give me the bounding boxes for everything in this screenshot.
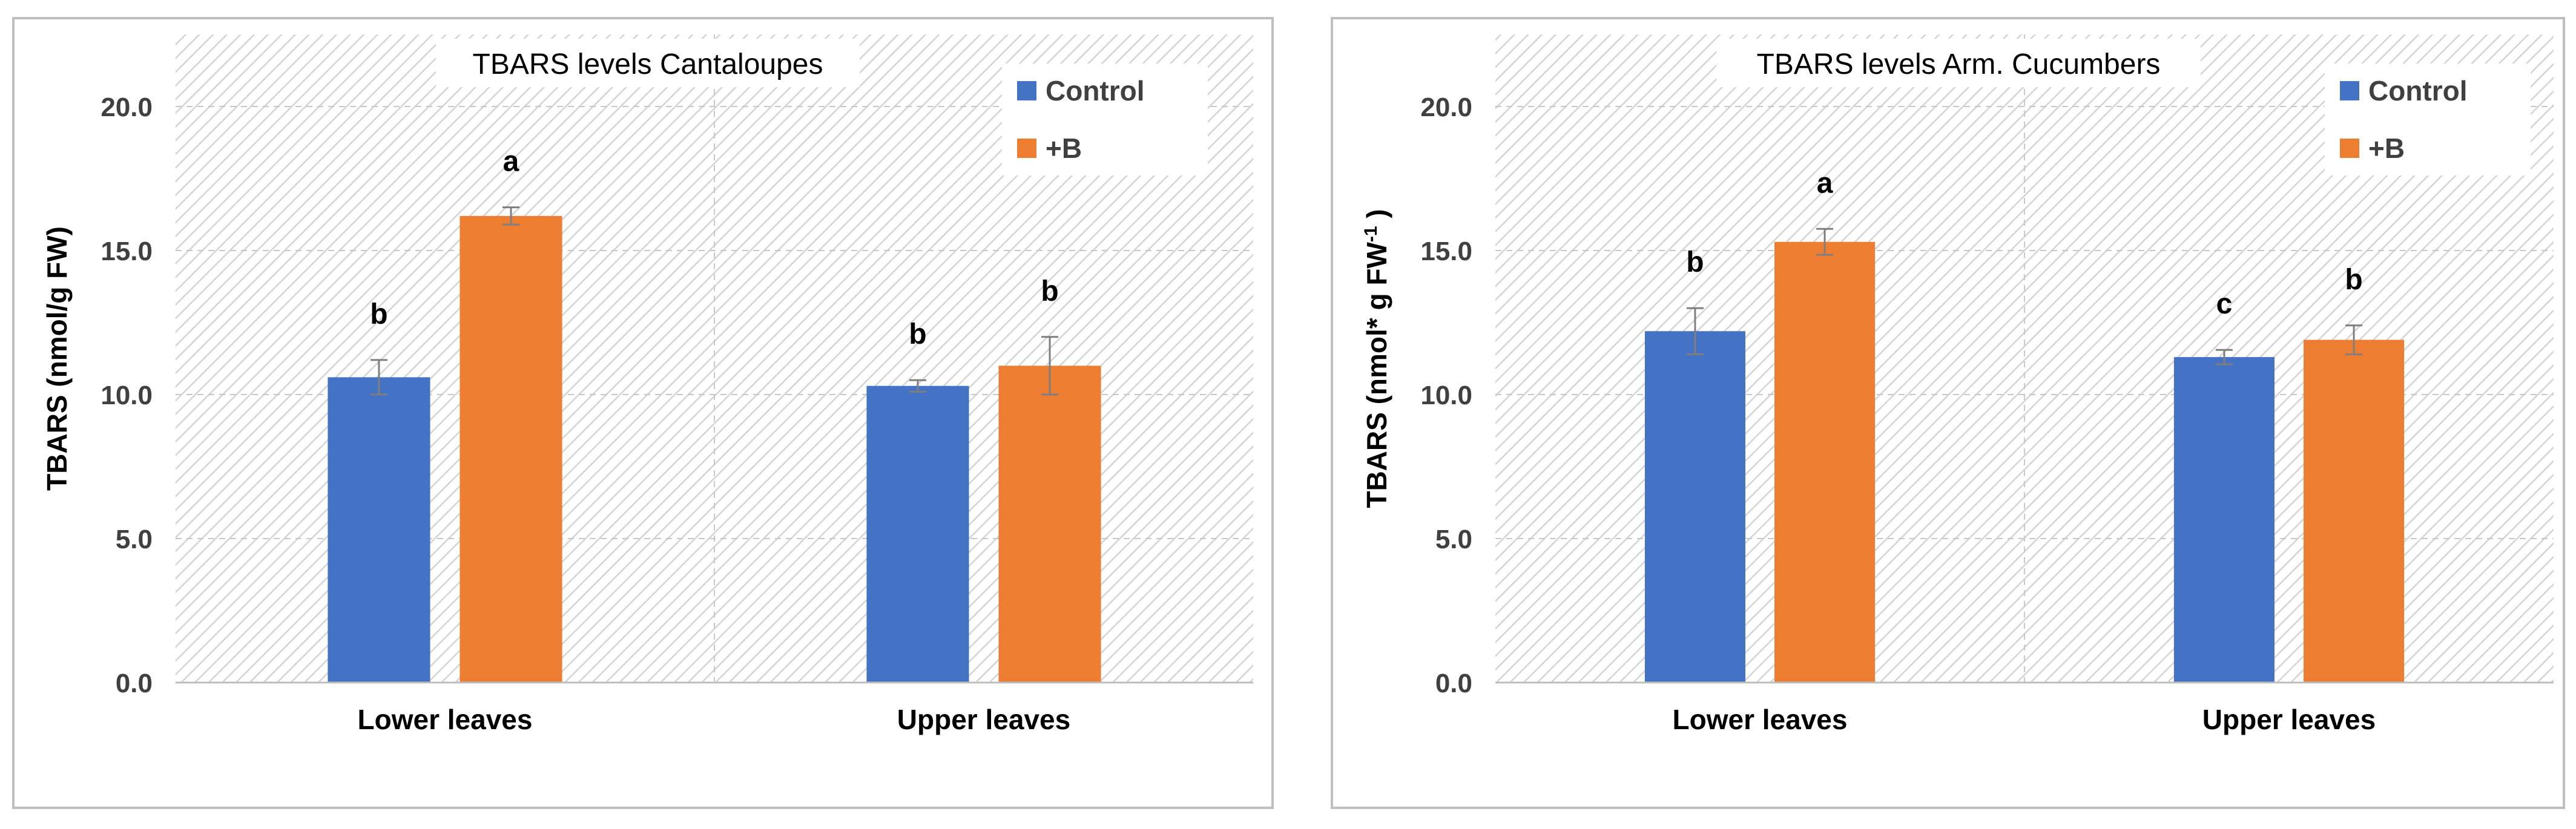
y-tick-label: 20.0	[1420, 93, 1472, 122]
legend-swatch-plus-b	[1017, 139, 1036, 158]
title-box	[1716, 39, 2201, 87]
bar-control	[1644, 331, 1745, 683]
y-tick-label: 15.0	[100, 237, 153, 266]
chart-title: TBARS levels Cantaloupes	[473, 48, 823, 80]
significance-letter: a	[503, 146, 519, 178]
bar-plus-b	[2304, 339, 2405, 683]
significance-letter: c	[2216, 288, 2233, 320]
error-bar	[909, 379, 926, 393]
chart-title: TBARS levels Arm. Cucumbers	[1757, 48, 2161, 80]
y-tick-label: 5.0	[116, 525, 153, 554]
bar-control	[866, 385, 969, 683]
x-tick-label: Lower leaves	[1673, 704, 1848, 735]
x-tick-label: Upper leaves	[897, 704, 1070, 735]
y-tick-labels: 0.0 5.0 10.0 15.0 20.0	[1420, 93, 1472, 698]
y-axis-label: TBARS (nmol/g FW)	[41, 226, 73, 491]
x-tick-label: Upper leaves	[2202, 704, 2376, 735]
legend-swatch-control	[1017, 81, 1036, 100]
significance-letter: b	[1686, 246, 1704, 278]
bar-control	[328, 377, 430, 683]
bar-plus-b	[998, 365, 1101, 683]
bar-control	[2173, 357, 2275, 683]
error-bar	[1816, 228, 1834, 256]
x-tick-labels: Lower leaves Upper leaves	[1673, 704, 2376, 735]
bar-plus-b	[1774, 241, 1876, 683]
error-bar	[1686, 307, 1704, 355]
x-tick-labels: Lower leaves Upper leaves	[358, 704, 1071, 735]
error-bar	[1041, 336, 1059, 396]
legend-label-control: Control	[2368, 75, 2468, 106]
significance-letter: b	[909, 318, 926, 350]
y-tick-label: 0.0	[116, 669, 153, 698]
error-bar	[502, 206, 520, 226]
significance-letter: b	[370, 298, 387, 330]
significance-letter: b	[1041, 275, 1058, 307]
y-tick-label: 15.0	[1420, 237, 1472, 266]
legend-swatch-plus-b	[2340, 139, 2359, 158]
y-tick-labels: 0.0 5.0 10.0 15.0 20.0	[100, 93, 153, 698]
significance-letter: a	[1817, 167, 1833, 199]
chart-panel-cucumbers: b a c b 0.0 5.0 10.0 15.0 20.0 Lower leaves Uppe…	[1331, 17, 2565, 809]
y-tick-label: 0.0	[1435, 669, 1472, 698]
title-box	[436, 39, 860, 87]
legend-label-plus-b: +B	[2368, 133, 2405, 164]
bar-plus-b	[460, 215, 562, 683]
legend-label-control: Control	[1046, 75, 1145, 106]
chart-panel-cantaloupes: b a b b 0.0 5.0 10.0 15.0 20.0 Lower leaves Uppe…	[12, 17, 1274, 809]
bars: b a c b	[1644, 167, 2405, 683]
y-tick-label: 5.0	[1435, 525, 1472, 554]
legend-label-plus-b: +B	[1046, 133, 1082, 164]
y-tick-label: 10.0	[1420, 381, 1472, 410]
legend-swatch-control	[2340, 81, 2359, 100]
error-bar	[2345, 324, 2363, 355]
y-tick-label: 20.0	[100, 93, 153, 122]
y-tick-label: 10.0	[100, 381, 153, 410]
error-bar	[370, 359, 387, 396]
significance-letter: b	[2345, 264, 2362, 296]
x-tick-label: Lower leaves	[358, 704, 533, 735]
error-bar	[2215, 349, 2233, 365]
y-axis-label: TBARS (nmol* g FW-1 )	[1361, 209, 1393, 508]
bars: b a b b	[328, 146, 1101, 683]
